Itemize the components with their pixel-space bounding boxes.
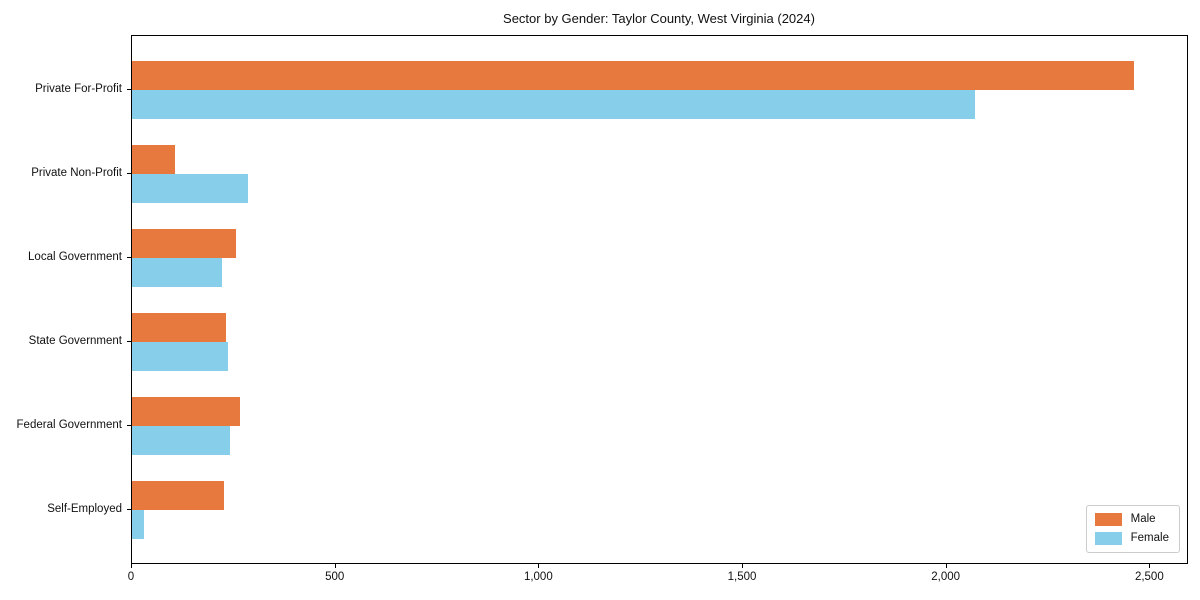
legend-label: Female	[1130, 532, 1169, 544]
legend-swatch-female	[1094, 532, 1122, 545]
x-tick-mark	[131, 564, 132, 568]
bar-male-1	[132, 61, 1135, 90]
legend-row-male: Male	[1094, 513, 1169, 526]
legend-label: Male	[1130, 513, 1156, 525]
y-tick-mark	[127, 173, 131, 174]
bar-male-6	[132, 481, 224, 510]
x-tick-label: 1,000	[523, 571, 553, 583]
y-axis-label: Private For-Profit	[35, 83, 122, 95]
x-tick-mark	[334, 564, 336, 568]
y-tick-mark	[127, 257, 131, 258]
y-tick-mark	[127, 425, 131, 426]
x-tick-mark	[1149, 564, 1151, 568]
bar-female-2	[132, 174, 249, 203]
bar-female-4	[132, 342, 228, 371]
chart-title: Sector by Gender: Taylor County, West Vi…	[503, 11, 815, 26]
bar-female-3	[132, 258, 222, 287]
bar-male-5	[132, 397, 240, 426]
x-tick-label: 1,500	[727, 571, 757, 583]
bar-female-6	[132, 510, 145, 539]
plot-area: Male Female	[131, 35, 1188, 564]
y-axis-label: Federal Government	[16, 419, 122, 431]
legend-swatch-male	[1094, 513, 1122, 526]
y-axis-label: State Government	[28, 335, 122, 347]
bar-female-5	[132, 426, 230, 455]
y-tick-mark	[127, 89, 131, 90]
bar-male-2	[132, 145, 175, 174]
bar-female-1	[132, 90, 976, 119]
legend: Male Female	[1085, 505, 1180, 553]
x-tick-label: 2,000	[931, 571, 961, 583]
y-axis-label: Private Non-Profit	[31, 167, 122, 179]
y-axis-label: Self-Employed	[47, 503, 122, 515]
x-tick-label: 0	[127, 571, 135, 583]
legend-row-female: Female	[1094, 532, 1169, 545]
y-tick-mark	[127, 341, 131, 342]
x-tick-mark	[945, 564, 947, 568]
y-axis-label: Local Government	[28, 251, 122, 263]
bar-male-4	[132, 313, 226, 342]
y-tick-mark	[127, 509, 131, 510]
x-tick-mark	[538, 564, 540, 568]
x-tick-label: 500	[325, 571, 345, 583]
x-tick-label: 2,500	[1134, 571, 1164, 583]
x-tick-mark	[742, 564, 743, 568]
bar-male-3	[132, 229, 236, 258]
